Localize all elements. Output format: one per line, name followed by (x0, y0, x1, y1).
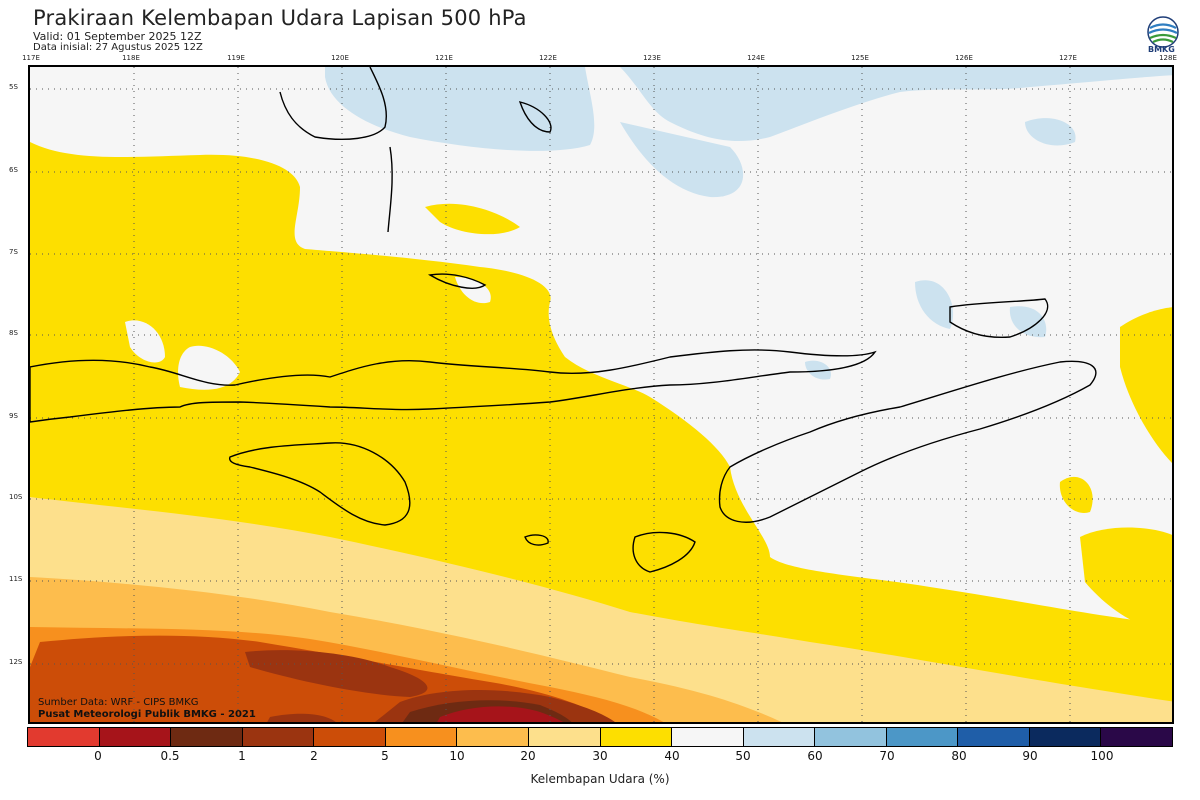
humidity-50-60-patch2 (915, 280, 954, 329)
graticule (30, 67, 1172, 722)
colorbar (27, 727, 1173, 747)
lat-label: 9S (9, 412, 18, 420)
colorbar-tick: 0.5 (160, 749, 180, 763)
organization-credit: Pusat Meteorologi Publik BMKG - 2021 (38, 709, 256, 720)
lon-label: 128E (1159, 54, 1177, 62)
humidity-map[interactable] (28, 65, 1174, 724)
humidity-1-2-patch2 (267, 713, 336, 722)
lat-label: 12S (9, 658, 23, 666)
colorbar-segment-0 (28, 728, 100, 746)
humidity-50-60-patch (1025, 118, 1076, 146)
colorbar-segment-2 (171, 728, 243, 746)
colorbar-tick: 40 (664, 749, 680, 763)
timor-coast (718, 360, 1097, 523)
wetar-coast (949, 298, 1049, 339)
lat-label: 5S (9, 83, 18, 91)
humidity-30-40-east (1120, 307, 1172, 463)
humidity-0-0.5-patch (437, 706, 564, 722)
lat-label: 7S (9, 248, 18, 256)
lon-label: 125E (851, 54, 869, 62)
colorbar-segment-7 (528, 728, 601, 746)
valid-time: Valid: 01 September 2025 12Z (33, 30, 202, 43)
lon-label: 120E (331, 54, 349, 62)
humidity-1-2-patch (245, 650, 428, 697)
lat-label: 11S (9, 575, 23, 583)
colorbar-segment-3 (242, 728, 315, 746)
lon-label: 123E (643, 54, 661, 62)
lon-label: 127E (1059, 54, 1077, 62)
lon-label: 118E (122, 54, 140, 62)
humidity-40-50-pocket3 (455, 277, 491, 304)
colorbar-segment-5 (385, 728, 458, 746)
coastlines (30, 67, 1097, 573)
humidity-30-40-patch (1059, 476, 1093, 513)
logo-label: BMKG (1148, 45, 1175, 54)
lon-label: 126E (955, 54, 973, 62)
colorbar-tick: 1 (238, 749, 246, 763)
lat-label: 10S (9, 493, 23, 501)
bmkg-logo-icon (1147, 16, 1179, 48)
lesser-sunda-coast (30, 349, 877, 423)
humidity-40-50-pocket (125, 320, 165, 363)
colorbar-segment-14 (1029, 728, 1102, 746)
lat-label: 8S (9, 329, 18, 337)
colorbar-tick: 70 (879, 749, 895, 763)
colorbar-segment-8 (600, 728, 673, 746)
humidity-50-60-patch4 (805, 360, 831, 380)
humidity-30-40-northpatch (425, 203, 520, 235)
colorbar-segment-6 (457, 728, 529, 746)
humidity-field (30, 67, 1172, 722)
colorbar-segment-1 (99, 728, 172, 746)
colorbar-segment-9 (672, 728, 744, 746)
colorbar-segment-12 (886, 728, 959, 746)
selayar-coast (387, 146, 393, 233)
colorbar-tick: 10 (449, 749, 465, 763)
colorbar-tick: 30 (592, 749, 608, 763)
sulawesi-coast (279, 67, 387, 140)
humidity-50-60-north (200, 67, 1172, 142)
colorbar-tick: 50 (735, 749, 751, 763)
colorbar-segment-11 (815, 728, 887, 746)
map-title: Prakiraan Kelembapan Udara Lapisan 500 h… (33, 6, 527, 30)
lat-label: 6S (9, 166, 18, 174)
initial-data-time: Data inisial: 27 Agustus 2025 12Z (33, 42, 203, 53)
colorbar-title: Kelembapan Udara (%) (530, 772, 670, 786)
colorbar-segment-13 (958, 728, 1030, 746)
lon-label: 119E (227, 54, 245, 62)
colorbar-tick: 60 (807, 749, 823, 763)
island-coast (427, 273, 487, 289)
humidity-50-60-lobe (620, 122, 744, 198)
humidity-50-60-patch3 (1009, 306, 1047, 338)
lon-label: 124E (747, 54, 765, 62)
humidity-30-40-southeast (1080, 527, 1172, 630)
sumba-coast (228, 442, 411, 526)
rote-coast (632, 531, 696, 573)
colorbar-tick: 2 (310, 749, 318, 763)
data-source-credit: Sumber Data: WRF - CIPS BMKG (38, 697, 199, 708)
colorbar-tick: 0 (94, 749, 102, 763)
colorbar-segment-10 (743, 728, 816, 746)
colorbar-tick: 80 (951, 749, 967, 763)
sawu-coast (524, 534, 549, 546)
colorbar-tick: 100 (1090, 749, 1114, 763)
colorbar-tick: 5 (381, 749, 389, 763)
colorbar-segment-15 (1101, 728, 1172, 746)
colorbar-tick: 20 (520, 749, 536, 763)
lon-label: 117E (22, 54, 40, 62)
colorbar-tick: 90 (1022, 749, 1038, 763)
lon-label: 122E (539, 54, 557, 62)
humidity-50-60-strip (325, 67, 595, 151)
colorbar-segment-4 (314, 728, 386, 746)
lon-label: 121E (435, 54, 453, 62)
island-coast (518, 101, 552, 133)
